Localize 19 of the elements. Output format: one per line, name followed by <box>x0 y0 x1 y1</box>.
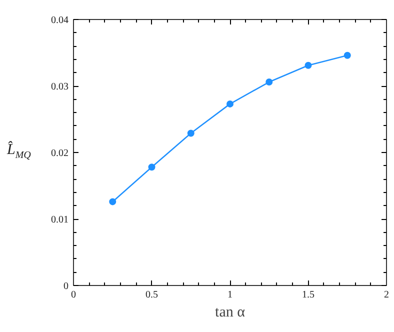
y-tick-label: 0 <box>64 281 68 292</box>
x-tick-label: 0 <box>71 290 76 300</box>
point <box>109 198 116 206</box>
y-axis-title: L̂$_{MQ}$ <box>7 140 31 163</box>
x-tick-label: 0.5 <box>146 290 158 300</box>
x-axis-title: tan α <box>215 304 246 320</box>
x-tick-label: 2 <box>384 290 389 300</box>
y-tick-label: 0.03 <box>51 82 68 92</box>
y-tick-label: 0.02 <box>51 148 68 159</box>
point <box>148 164 156 171</box>
point <box>304 62 312 69</box>
point <box>226 100 234 108</box>
point <box>266 78 273 86</box>
y-tick-label: 0.01 <box>51 214 68 226</box>
x-tick-label: 1.5 <box>302 290 314 300</box>
point <box>187 130 194 137</box>
y-tick-label: 0.04 <box>51 15 68 26</box>
point <box>344 52 351 59</box>
x-tick-label: 1 <box>228 290 232 300</box>
